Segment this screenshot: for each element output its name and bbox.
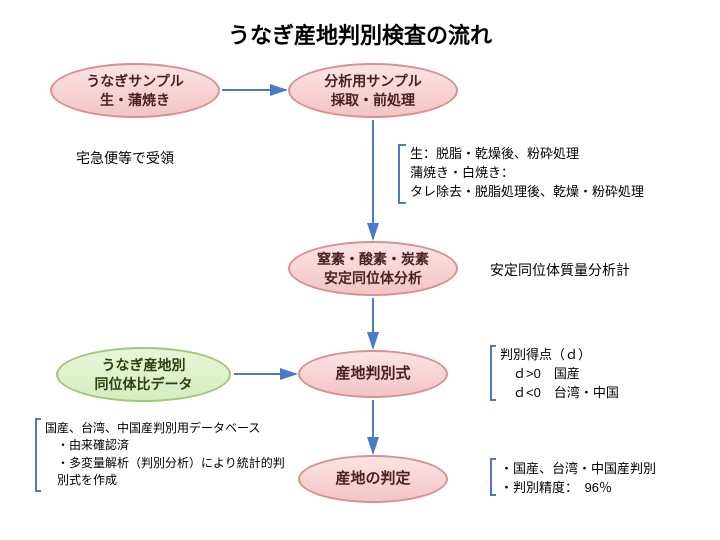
annot-result: ・国産、台湾・中国産判別 ・判別精度： 96％ [500, 460, 656, 498]
annot-score-l2: ｄ>0 国産 [500, 365, 619, 384]
annot-result-l1: ・国産、台湾・中国産判別 [500, 460, 656, 479]
annot-score: 判別得点（ｄ） ｄ>0 国産 ｄ<0 台湾・中国 [500, 346, 619, 403]
annot-db-l4: 別式を作成 [45, 472, 285, 489]
bracket-prep [398, 144, 406, 204]
annot-result-l2: ・判別精度： 96％ [500, 479, 656, 498]
annot-score-l1: 判別得点（ｄ） [500, 346, 619, 365]
annot-db-l2: ・由来確認済 [45, 437, 285, 454]
annot-score-l3: ｄ<0 台湾・中国 [500, 384, 619, 403]
annot-prep-l1: 生：脱脂・乾燥後、粉砕処理 [410, 145, 644, 164]
annot-device: 安定同位体質量分析計 [490, 260, 630, 280]
bracket-score [490, 345, 496, 401]
annot-db: 国産、台湾、中国産判別用データベース ・由来確認済 ・多変量解析（判別分析）によ… [45, 420, 285, 490]
annot-prep: 生：脱脂・乾燥後、粉砕処理 蒲焼き・白焼き： タレ除去・脱脂処理後、乾燥・粉砕処… [410, 145, 644, 202]
annot-db-l1: 国産、台湾、中国産判別用データベース [45, 420, 285, 437]
bracket-result [490, 458, 496, 496]
annot-db-l3: ・多変量解析（判別分析）により統計的判 [45, 455, 285, 472]
bracket-db [35, 418, 41, 492]
annot-prep-l3: タレ除去・脱脂処理後、乾燥・粉砕処理 [410, 183, 644, 202]
annot-receive: 宅急便等で受領 [76, 148, 174, 168]
annot-prep-l2: 蒲焼き・白焼き： [410, 164, 644, 183]
